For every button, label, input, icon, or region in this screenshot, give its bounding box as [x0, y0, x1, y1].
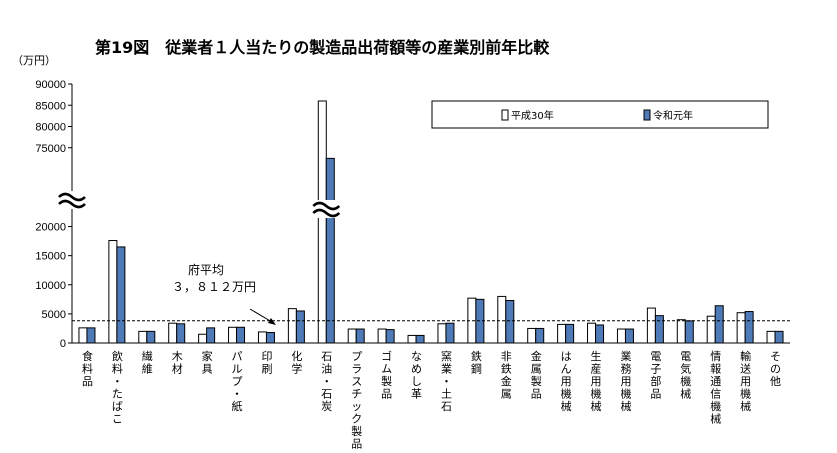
bar-h30: [616, 328, 626, 344]
category-label: 石油・石炭: [321, 350, 332, 413]
bar-r1: [146, 330, 156, 344]
y-tick-label: 20000: [35, 222, 66, 234]
bar-r1: [236, 326, 246, 344]
category-label: 鉄鋼: [471, 349, 482, 376]
bar-h30: [587, 322, 597, 344]
bar-r1: [684, 320, 694, 344]
category-label: 食料品: [82, 349, 93, 388]
bar-h30: [287, 308, 297, 344]
category-label: パルプ・紙: [232, 350, 243, 413]
bar-h30: [557, 323, 567, 344]
bar-r1: [624, 328, 634, 344]
average-group: 府平均 ３，８１２万円: [72, 262, 790, 325]
bar-r1: [774, 330, 784, 344]
bar-h30: [527, 327, 537, 344]
bar-r1: [325, 157, 335, 344]
category-label: 金属製品: [531, 349, 542, 401]
category-label: プラスチック製品: [351, 350, 362, 451]
legend-box: [431, 100, 769, 129]
category-label: 業務用機械: [620, 350, 631, 413]
bar-r1: [565, 323, 575, 344]
y-tick-label: 75000: [35, 143, 66, 155]
bar-r1: [86, 327, 96, 344]
bar-r1: [595, 324, 605, 344]
y-tick-label: 90000: [35, 79, 66, 91]
bar-r1: [385, 329, 395, 344]
bar-h30: [138, 330, 148, 344]
legend-swatch-h30: [501, 109, 509, 121]
category-label: 生産用機械: [591, 349, 602, 413]
y-tick-label: 10000: [35, 280, 66, 292]
bar-r1: [415, 334, 425, 344]
category-label: 輸送用機械: [740, 349, 751, 413]
bar-h30: [766, 330, 776, 344]
y-axis-label: （万円）: [12, 54, 56, 67]
bar-r1: [505, 299, 515, 344]
category-label: 木材: [172, 350, 183, 376]
category-label: 電気機械: [680, 350, 691, 401]
bar-h30: [377, 328, 387, 344]
y-tick-label: 80000: [35, 122, 66, 134]
bar-r1: [206, 327, 216, 344]
axis-breaks: [58, 191, 341, 218]
average-label-line2: ３，８１２万円: [172, 280, 256, 294]
bar-r1: [445, 322, 455, 344]
category-label: 家具: [202, 349, 213, 376]
legend-swatch-r1: [643, 109, 651, 121]
category-label: 化学: [291, 349, 302, 376]
axes: 90000 85000 80000 75000 20000 15000 10000 5000 0: [35, 79, 790, 350]
bar-h30: [108, 240, 118, 344]
category-label: 飲料・たばこ: [112, 349, 123, 426]
bar-h30: [228, 326, 238, 344]
category-label: 情報通信機械: [710, 350, 721, 426]
category-label: 非鉄金属: [501, 350, 512, 401]
bar-r1: [265, 332, 275, 344]
y-tick-label: 0: [60, 338, 66, 350]
category-label: 印刷: [261, 350, 272, 376]
category-label: 窯業・土石: [441, 349, 452, 413]
bar-r1: [654, 315, 664, 344]
bar-r1: [176, 323, 186, 344]
category-label: その他: [770, 350, 781, 388]
y-tick-label: 5000: [42, 309, 66, 321]
bar-break-oil: [312, 200, 341, 218]
average-arrow-line: [249, 308, 273, 323]
average-label-line1: 府平均: [188, 262, 224, 277]
bar-r1: [116, 246, 126, 344]
bar-h30: [257, 331, 267, 344]
category-label: 電子部品: [650, 350, 661, 401]
bar-r1: [714, 305, 724, 344]
bar-h30: [407, 334, 417, 344]
bar-h30: [437, 323, 447, 344]
y-tick-label: 85000: [35, 100, 66, 112]
bar-r1: [355, 328, 365, 344]
bar-h30: [736, 312, 746, 344]
legend-label-r1: 令和元年: [653, 109, 693, 122]
chart-title: 第19図 従業者１人当たりの製造品出荷額等の産業別前年比較: [95, 38, 550, 57]
bar-h30: [168, 322, 178, 344]
category-label: 繊維: [142, 350, 153, 376]
category-label: はん用機械: [561, 350, 572, 413]
legend: 平成30年 令和元年: [431, 100, 769, 129]
bar-h30: [706, 315, 716, 344]
bar-r1: [535, 327, 545, 344]
bar-h30: [347, 328, 357, 344]
bar-h30: [78, 327, 88, 344]
bar-h30: [198, 333, 208, 344]
bars: [78, 100, 784, 344]
legend-label-h30: 平成30年: [511, 109, 554, 122]
category-label: ゴム製品: [381, 349, 392, 401]
bar-r1: [295, 310, 305, 344]
y-tick-label: 15000: [35, 251, 66, 263]
category-label: なめし革: [411, 350, 422, 401]
bar-r1: [744, 311, 754, 344]
bar-h30: [676, 319, 686, 344]
average-arrow-head: [268, 318, 276, 325]
y-axis-break: [58, 191, 86, 209]
bar-h30: [646, 307, 656, 344]
bar-h30: [497, 295, 507, 344]
bar-h30: [317, 100, 327, 344]
